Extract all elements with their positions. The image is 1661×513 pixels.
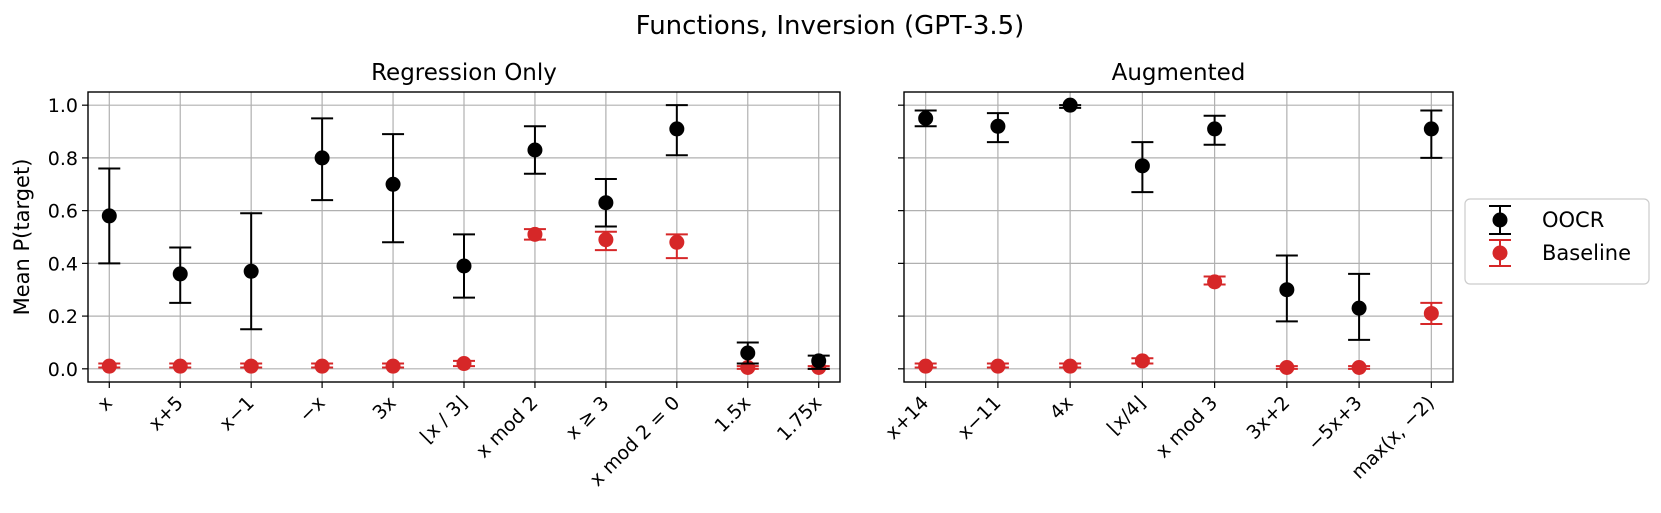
- legend-baseline-marker: [1489, 239, 1511, 267]
- oocr-point: [1351, 300, 1367, 316]
- baseline-point: [598, 232, 614, 248]
- x-tick-label: 1.75x: [773, 392, 826, 445]
- y-axis-label: Mean P(target): [10, 159, 34, 316]
- baseline-point: [1134, 353, 1150, 369]
- x-tick-label: ⌊x/4⌋: [1103, 392, 1150, 439]
- oocr-point: [1134, 158, 1150, 174]
- x-tick-label: 1.5x: [710, 392, 755, 437]
- oocr-point: [385, 176, 401, 192]
- panel-title-regression-only: Regression Only: [371, 60, 557, 86]
- oocr-point: [101, 208, 117, 224]
- baseline-point: [314, 358, 330, 374]
- legend: OOCR Baseline: [1464, 198, 1650, 285]
- x-tick-label: 3x: [369, 392, 401, 424]
- oocr-point: [990, 118, 1006, 134]
- oocr-point: [1062, 97, 1078, 113]
- x-tick-label: −x: [295, 392, 330, 427]
- baseline-point: [1423, 305, 1439, 321]
- oocr-point: [527, 142, 543, 158]
- baseline-point: [1062, 358, 1078, 374]
- baseline-point: [918, 358, 934, 374]
- baseline-point: [527, 226, 543, 242]
- panel-augmented: Augmented x+14 x−11 4x ⌊x/4⌋ x mod 3 3x+2 −5x+3…: [881, 60, 1454, 484]
- oocr-point: [918, 110, 934, 126]
- oocr-point: [598, 195, 614, 211]
- oocr-point: [811, 353, 827, 369]
- x-tick-label: 4x: [1046, 392, 1078, 424]
- legend-frame: [1464, 198, 1650, 285]
- oocr-point: [172, 266, 188, 282]
- x-tick-label: x−1: [215, 392, 258, 435]
- panel-regression-only: Regression Only 0.0 0.2 0.4 0.6 0.8 1.0 x x+5 x−1…: [48, 60, 841, 491]
- oocr-point: [314, 150, 330, 166]
- y-tick-label: 0.0: [48, 359, 78, 381]
- baseline-point: [243, 358, 259, 374]
- baseline-point: [101, 358, 117, 374]
- oocr-point: [243, 263, 259, 279]
- x-tick-label: ⌊x / 3⌋: [416, 392, 472, 448]
- oocr-point: [1279, 282, 1295, 298]
- x-tick-label: x mod 2: [472, 392, 542, 462]
- baseline-point: [1279, 360, 1295, 375]
- x-tick-label: 3x+2: [1243, 392, 1295, 444]
- baseline-point: [1351, 360, 1367, 375]
- y-tick-label: 0.6: [48, 201, 78, 223]
- x-tick-label: x+5: [144, 392, 187, 435]
- oocr-point: [1423, 121, 1439, 137]
- y-tick-label: 1.0: [48, 95, 78, 117]
- oocr-point: [456, 258, 472, 274]
- oocr-point: [1207, 121, 1223, 137]
- baseline-point: [456, 356, 472, 372]
- x-tick-label: x+14: [881, 392, 933, 444]
- x-tick-label: x ≥ 3: [562, 392, 614, 444]
- figure-title: Functions, Inversion (GPT-3.5): [636, 11, 1025, 41]
- oocr-point: [740, 345, 756, 361]
- oocr-point: [669, 121, 685, 137]
- legend-label-oocr: OOCR: [1542, 208, 1604, 232]
- legend-label-baseline: Baseline: [1542, 241, 1631, 265]
- x-tick-label: x−11: [954, 392, 1006, 444]
- panel-title-augmented: Augmented: [1112, 60, 1246, 86]
- x-tick-label: x: [93, 392, 117, 416]
- x-tick-label: −5x+3: [1304, 392, 1367, 455]
- baseline-point: [1207, 274, 1223, 290]
- baseline-point: [385, 358, 401, 374]
- baseline-point: [990, 358, 1006, 374]
- y-tick-label: 0.2: [48, 306, 78, 328]
- baseline-point: [172, 358, 188, 374]
- legend-oocr-marker: [1489, 205, 1511, 235]
- baseline-point: [669, 234, 685, 250]
- y-tick-label: 0.4: [48, 253, 78, 275]
- x-tick-label: x mod 3: [1152, 392, 1222, 462]
- axes-frame-augmented: [903, 91, 1454, 383]
- y-tick-label: 0.8: [48, 148, 78, 170]
